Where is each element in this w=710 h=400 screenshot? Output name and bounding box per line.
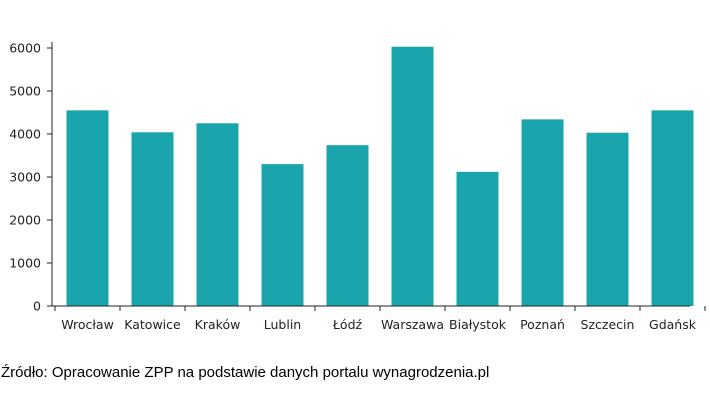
bars — [66, 46, 694, 307]
x-tick-label: Warszawa — [381, 317, 444, 332]
x-tick-label: Szczecin — [581, 317, 635, 332]
x-tick-label: Wrocław — [61, 317, 114, 332]
bar — [391, 46, 434, 307]
x-tick-label: Gdańsk — [649, 317, 697, 332]
bar — [326, 145, 369, 306]
x-tick-label: Łódź — [332, 317, 363, 332]
bar — [196, 123, 239, 306]
bar — [131, 132, 174, 306]
bar — [521, 119, 564, 306]
bar — [586, 132, 629, 306]
bar-chart: 0 1000 2000 3000 4000 5000 6000 Wrocław Katowic… — [9, 41, 706, 332]
y-tick-label: 1000 — [9, 256, 41, 271]
bar — [261, 164, 304, 306]
y-axis: 0 1000 2000 3000 4000 5000 6000 — [9, 41, 53, 314]
x-tick-label: Białystok — [449, 317, 507, 332]
x-tick-label: Katowice — [124, 317, 181, 332]
x-axis: Wrocław Katowice Kraków Lublin Łódź Warszawa B… — [52, 305, 706, 332]
bar — [651, 110, 694, 306]
source-note: Źródło: Opracowanie ZPP na podstawie dan… — [1, 364, 490, 381]
x-tick-label: Kraków — [195, 317, 241, 332]
bar — [456, 171, 499, 306]
y-tick-label: 0 — [33, 299, 41, 314]
y-tick-label: 4000 — [9, 127, 41, 142]
y-tick-label: 2000 — [9, 213, 41, 228]
x-tick-label: Poznań — [520, 317, 565, 332]
bar — [66, 110, 109, 306]
y-tick-label: 3000 — [9, 170, 41, 185]
x-tick-label: Lublin — [264, 317, 301, 332]
y-tick-label: 5000 — [9, 84, 41, 99]
y-tick-label: 6000 — [9, 41, 41, 56]
